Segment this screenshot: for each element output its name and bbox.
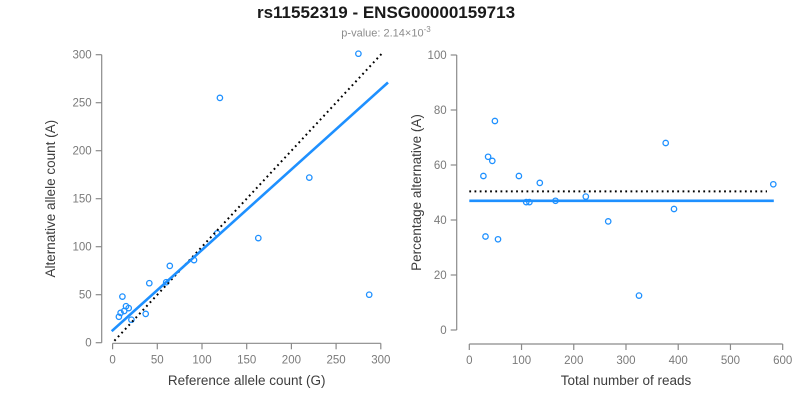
data-point <box>365 291 373 299</box>
data-point <box>582 193 590 200</box>
y-tick-label: 200 <box>73 146 92 158</box>
data-point <box>662 139 670 147</box>
x-tick-label: 0 <box>109 354 115 366</box>
y-tick-label: 20 <box>434 270 447 282</box>
y-tick-label: 0 <box>85 338 91 350</box>
y-tick-label: 100 <box>73 242 92 254</box>
x-tick-label: 300 <box>371 354 390 366</box>
data-points <box>115 50 373 324</box>
x-tick-label: 100 <box>192 354 211 366</box>
data-point <box>305 174 313 181</box>
data-point <box>355 50 362 58</box>
data-point <box>162 278 170 286</box>
regression-line <box>110 81 389 333</box>
y-tick-label: 250 <box>73 98 92 110</box>
data-point <box>670 205 678 213</box>
data-point <box>216 94 224 102</box>
data-point <box>491 117 499 125</box>
data-point <box>115 313 123 321</box>
y-tick-label: 50 <box>79 290 92 302</box>
figure-header: rs11552319 - ENSG00000159713 p-value: 2.… <box>0 3 772 40</box>
x-tick-label: 200 <box>282 354 301 366</box>
data-point <box>484 153 492 161</box>
data-point <box>515 172 523 180</box>
y-axis-title: Percentage alternative (A) <box>409 114 424 271</box>
data-point <box>488 157 496 165</box>
x-tick-label: 150 <box>237 354 256 366</box>
y-tick-label: 100 <box>428 50 447 62</box>
y-tick-label: 40 <box>434 215 447 227</box>
y-tick-label: 150 <box>73 194 92 206</box>
data-point <box>145 279 153 287</box>
data-point <box>117 309 124 317</box>
data-point <box>119 293 126 300</box>
x-tick-label: 400 <box>669 355 688 367</box>
data-point <box>128 316 135 324</box>
y-tick-label: 0 <box>440 325 446 337</box>
x-tick-label: 500 <box>721 355 740 367</box>
x-tick-label: 100 <box>512 355 531 367</box>
x-axis-title: Total number of reads <box>561 373 692 388</box>
data-point <box>480 172 487 180</box>
data-point <box>254 234 262 242</box>
data-points <box>480 117 777 299</box>
p-value-text: p-value: 2.14×10 <box>341 27 424 40</box>
data-point <box>166 262 174 270</box>
y-tick-label: 80 <box>434 105 447 117</box>
x-tick-label: 250 <box>327 354 346 366</box>
x-tick-label: 300 <box>616 355 635 367</box>
reads-vs-percentage-plot: 0 100 200 300 400 500 600 0 20 40 60 80 100 Total num… <box>409 50 792 388</box>
y-axis-title: Alternative allele count (A) <box>43 120 58 278</box>
x-axis-title: Reference allele count (G) <box>168 373 326 388</box>
p-value-subtitle: p-value: 2.14×10-3 <box>0 25 772 40</box>
data-point <box>536 179 544 187</box>
data-point <box>604 218 612 225</box>
p-value-exponent: -3 <box>423 25 431 34</box>
data-point <box>494 235 502 243</box>
x-tick-label: 200 <box>564 355 583 367</box>
figure-title: rs11552319 - ENSG00000159713 <box>256 3 516 22</box>
x-tick-label: 50 <box>151 354 164 366</box>
x-tick-label: 0 <box>466 355 472 367</box>
data-point <box>142 310 150 318</box>
y-tick-label: 300 <box>73 50 92 62</box>
data-point <box>635 292 643 299</box>
x-tick-label: 600 <box>773 355 792 367</box>
identity-line <box>113 51 385 342</box>
data-point <box>125 304 133 312</box>
data-point <box>482 233 489 240</box>
data-point <box>769 180 777 188</box>
ref-vs-alt-count-plot: 0 50 100 150 200 250 300 0 50 100 150 200 250 300 Refe… <box>43 50 390 388</box>
y-tick-label: 60 <box>434 160 447 172</box>
